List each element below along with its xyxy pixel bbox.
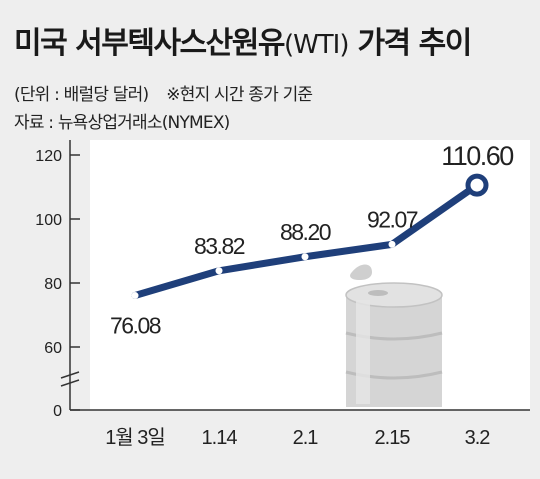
axis-break-icon [60, 371, 80, 387]
title-main: 미국 서부텍사스산원유 [14, 26, 285, 61]
data-label: 88.20 [280, 219, 331, 245]
series-markers [131, 173, 489, 300]
x-tick-labels: 1월 3일 1.14 2.1 2.15 3.2 [105, 426, 491, 449]
y-tick-label: 60 [44, 340, 62, 357]
data-label: 110.60 [441, 141, 513, 171]
y-tick-label: 0 [53, 403, 62, 420]
y-tick-labels: 0 60 80 100 120 [35, 148, 80, 420]
title-paren: (WTI) [283, 30, 350, 60]
x-tick-label: 3.2 [465, 427, 491, 449]
data-point-marker [465, 173, 489, 197]
chart-title: 미국 서부텍사스산원유(WTI) 가격 추이 [14, 18, 472, 62]
data-point-marker [131, 292, 139, 300]
data-labels: 76.08 83.82 88.20 92.07 110.60 [110, 141, 515, 339]
oil-barrel-illustration [345, 264, 443, 407]
x-tick-label: 2.15 [375, 427, 411, 449]
source-line: 자료 : 뉴욕상업거래소(NYMEX) [14, 113, 230, 133]
data-point-marker [388, 240, 396, 248]
data-label: 83.82 [194, 233, 245, 259]
y-tick-label: 80 [44, 276, 62, 293]
y-tick-label: 100 [35, 212, 62, 229]
subtitle-line: (단위 : 배럴당 달러) ※현지 시간 종가 기준 [14, 80, 313, 105]
unit-label: (단위 : 배럴당 달러) [14, 85, 149, 105]
basis-note: ※현지 시간 종가 기준 [166, 85, 313, 105]
data-label: 92.07 [367, 206, 418, 232]
data-point-marker [215, 267, 223, 275]
y-tick-label: 120 [35, 148, 62, 165]
x-tick-label: 1월 3일 [105, 426, 165, 449]
x-tick-label: 2.1 [293, 427, 319, 449]
data-point-marker [301, 253, 309, 261]
title-tail: 가격 추이 [348, 26, 472, 61]
data-label: 76.08 [110, 313, 161, 339]
x-tick-label: 1.14 [202, 427, 238, 449]
plot-background [90, 140, 530, 410]
